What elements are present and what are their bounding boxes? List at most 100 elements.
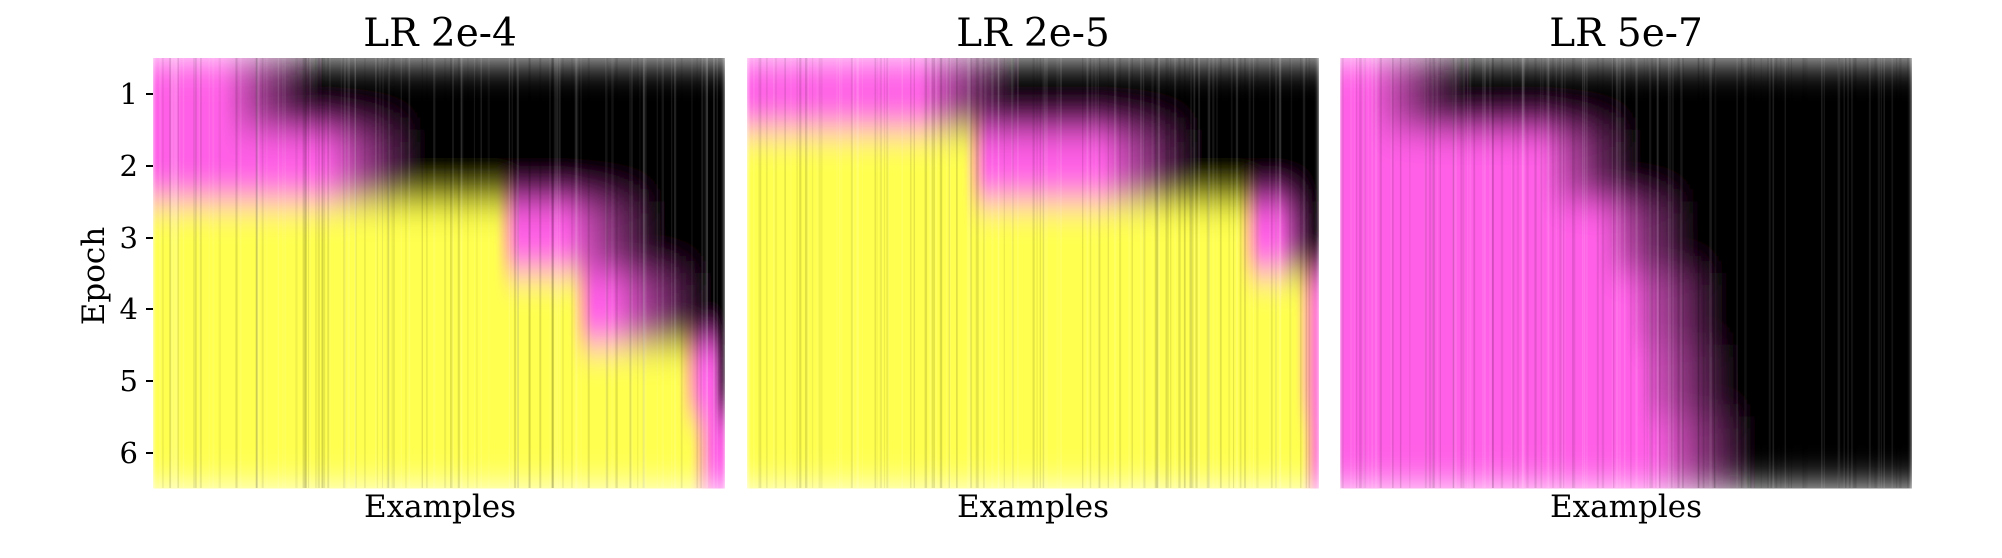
heatmap-streak xyxy=(1564,58,1565,488)
heatmap-streak xyxy=(696,58,698,488)
heatmap-streak xyxy=(1597,58,1599,488)
heatmap-streak xyxy=(388,58,390,488)
heatmap-streak xyxy=(1082,58,1083,488)
heatmap-streak xyxy=(514,58,516,488)
heatmap-streak xyxy=(1306,58,1307,488)
heatmap-streak xyxy=(940,58,942,488)
heatmap-row-epoch-3 xyxy=(153,201,725,273)
heatmap-streak xyxy=(1556,58,1557,488)
heatmap-streak xyxy=(1469,58,1471,488)
heatmap-streak xyxy=(327,58,329,488)
heatmap-streak xyxy=(819,58,821,488)
heatmap-streak xyxy=(1561,58,1563,488)
heatmap-streak xyxy=(984,58,986,488)
heatmap-streak xyxy=(858,58,860,488)
heatmap-streak xyxy=(1356,58,1357,488)
heatmap-streak xyxy=(1767,58,1769,488)
heatmap-streak xyxy=(375,58,377,488)
heatmap-streak xyxy=(422,58,423,488)
heatmap-streak xyxy=(1350,58,1352,488)
heatmap-streak xyxy=(925,58,927,488)
heatmap-streak xyxy=(1040,58,1041,488)
panel-1-y-axis: 1 2 3 4 5 6 xyxy=(120,77,153,470)
heatmap-streak xyxy=(408,58,410,488)
heatmap-streak xyxy=(1844,58,1845,488)
heatmap-streak xyxy=(1128,58,1130,488)
heatmap-streak xyxy=(341,58,342,488)
heatmap-streak xyxy=(1838,58,1840,488)
heatmap-streak xyxy=(401,58,402,488)
heatmap-streak xyxy=(1178,58,1180,488)
heatmap-streak xyxy=(1452,58,1454,488)
heatmap-streak xyxy=(559,58,560,488)
heatmap-streak xyxy=(1429,58,1431,488)
heatmap-streak xyxy=(611,58,613,488)
heatmap-streak xyxy=(1375,58,1377,488)
heatmap-streak xyxy=(303,58,305,488)
heatmap-streak xyxy=(219,58,221,488)
heatmap-streak xyxy=(1635,58,1637,488)
heatmap-streak xyxy=(1677,58,1679,488)
heatmap-streak xyxy=(760,58,761,488)
heatmap-streak xyxy=(1036,58,1037,488)
heatmap-streak xyxy=(836,58,838,488)
heatmap-streak xyxy=(1300,58,1302,488)
heatmap-streak xyxy=(554,58,556,488)
heatmap-streak xyxy=(1780,58,1782,488)
heatmap-streak xyxy=(1907,58,1909,488)
heatmap-streak xyxy=(481,58,482,488)
heatmap-streak xyxy=(1698,58,1699,488)
heatmap-streak xyxy=(1750,58,1752,488)
heatmap-streak xyxy=(1584,58,1586,488)
heatmap-streak xyxy=(874,58,876,488)
heatmap-streak xyxy=(1220,58,1222,488)
heatmap-streak xyxy=(551,58,553,488)
heatmap-streak xyxy=(936,58,938,488)
heatmap-streak xyxy=(183,58,185,488)
heatmap-streak xyxy=(169,58,171,488)
heatmap-streak xyxy=(467,58,469,488)
heatmap-streak xyxy=(884,58,885,488)
heatmap-streak xyxy=(841,58,842,488)
heatmap-streak xyxy=(1874,58,1876,488)
heatmap-streak xyxy=(1703,58,1705,488)
y-tick-label-6: 6 xyxy=(120,436,138,470)
heatmap-streak xyxy=(1400,58,1401,488)
heatmap-streak xyxy=(1791,58,1792,488)
heatmap-streak xyxy=(284,58,286,488)
heatmap-streak xyxy=(1060,58,1062,488)
heatmap-streak xyxy=(1657,58,1659,488)
heatmap-streak xyxy=(1212,58,1214,488)
heatmap-streak xyxy=(1091,58,1093,488)
heatmap-streak xyxy=(1884,58,1885,488)
heatmap-streak xyxy=(691,58,692,488)
heatmap-streak xyxy=(705,58,707,488)
heatmap-streak xyxy=(461,58,463,488)
heatmap-streak xyxy=(671,58,672,488)
y-tick-label-5: 5 xyxy=(120,364,138,398)
heatmap-streak xyxy=(978,58,979,488)
heatmap-streak xyxy=(1522,58,1524,488)
heatmap-streak xyxy=(1655,58,1656,488)
heatmap-streak xyxy=(1114,58,1116,488)
heatmap-streak xyxy=(1425,58,1427,488)
heatmap-streak xyxy=(295,58,297,488)
heatmap-streak xyxy=(576,58,578,488)
heatmap-streak xyxy=(662,58,664,488)
panel-2-xlabel: Examples xyxy=(957,489,1109,525)
heatmap-streak xyxy=(1275,58,1277,488)
heatmap-streak xyxy=(1785,58,1786,488)
heatmap-streak xyxy=(799,58,801,488)
heatmap-streak xyxy=(1363,58,1365,488)
heatmap-streak xyxy=(1098,58,1100,488)
heatmap-streak xyxy=(1848,58,1850,488)
heatmap-streak xyxy=(162,58,163,488)
heatmap-streak xyxy=(1744,58,1746,488)
heatmap-streak xyxy=(1572,58,1574,488)
heatmap-streak xyxy=(790,58,792,488)
heatmap-streak xyxy=(1709,58,1711,488)
y-tick-label-1: 1 xyxy=(120,77,138,111)
heatmap-streak xyxy=(1806,58,1807,488)
heatmap-streak xyxy=(1582,58,1583,488)
heatmap-streak xyxy=(717,58,719,488)
